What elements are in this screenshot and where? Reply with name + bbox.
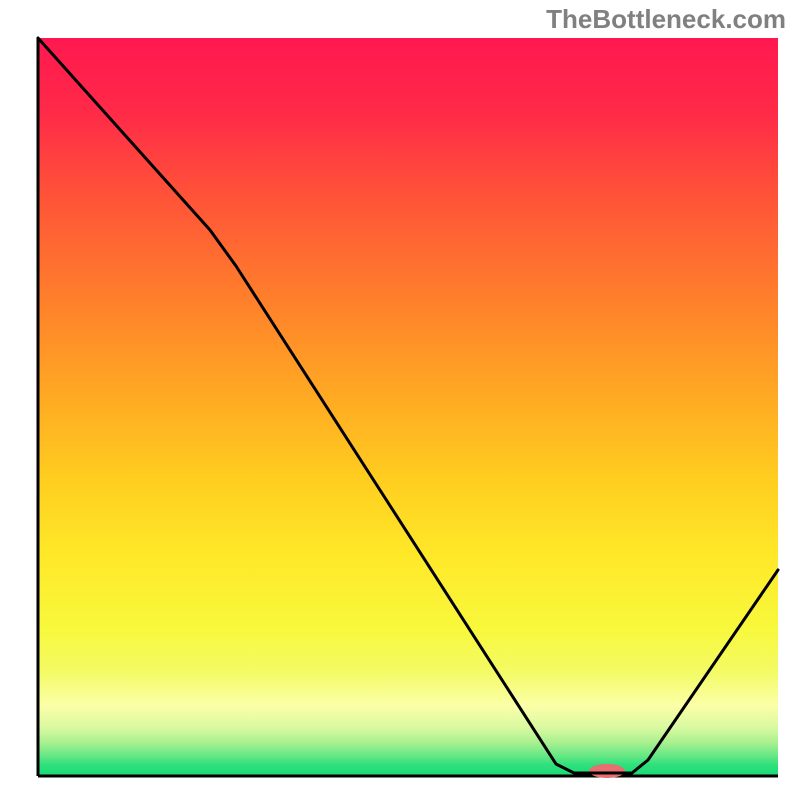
chart-svg — [0, 0, 800, 800]
optimal-marker — [589, 764, 625, 778]
watermark-text: TheBottleneck.com — [546, 4, 786, 35]
bottleneck-chart — [0, 0, 800, 800]
gradient-background — [38, 38, 778, 776]
